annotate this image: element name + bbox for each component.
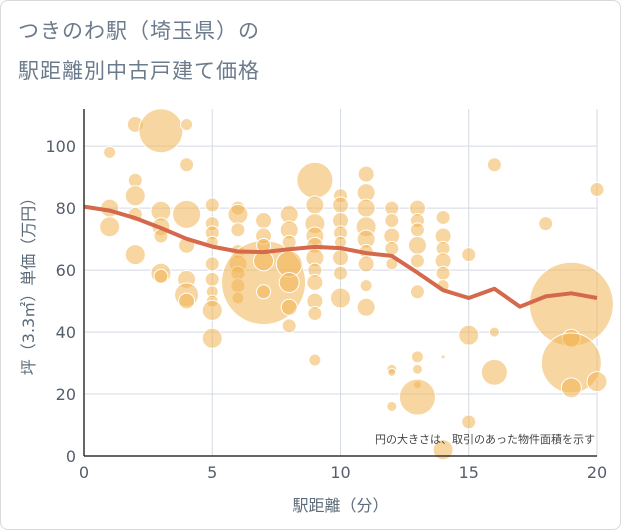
data-bubble [357,165,375,183]
data-bubble [486,157,502,173]
data-bubble [356,198,376,218]
data-bubble [280,298,298,316]
x-tick-label: 0 [79,463,89,482]
y-tick-label: 20 [56,385,76,404]
data-bubble [435,265,451,281]
y-tick-label: 100 [45,137,76,156]
data-bubble [384,240,400,256]
data-bubble [357,255,375,273]
data-bubble [356,297,376,317]
chart-title-line-2: 駅距離別中古戸建て価格 [18,59,260,83]
data-bubble [333,265,348,281]
data-bubble [458,324,480,346]
data-bubble [138,108,184,154]
bubble-layer [99,108,614,461]
data-bubble [386,400,398,412]
data-bubble [306,274,324,291]
data-bubble [398,378,436,416]
data-bubble [255,212,273,230]
data-bubble [407,235,427,255]
data-bubble [178,292,196,310]
y-tick-label: 0 [66,447,76,466]
y-tick-label: 80 [56,199,76,218]
data-bubble [308,353,322,367]
data-bubble [305,195,325,215]
data-bubble [230,222,246,238]
x-tick-label: 10 [330,463,350,482]
data-bubble [204,197,220,213]
data-bubble [387,367,397,377]
data-bubble [330,287,351,309]
data-bubble [538,216,554,232]
data-bubble [586,371,608,393]
x-axis-label: 駅距離（分） [292,496,388,515]
data-bubble [461,414,477,430]
data-bubble [296,161,334,199]
bubble-size-note: 円の大きさは、取引のあった物件面積を示す [375,432,595,446]
data-bubble [278,272,300,293]
data-bubble [179,157,195,173]
data-bubble [204,256,220,272]
axes: 0 20 40 60 80 100 0 5 10 15 20 [45,109,607,482]
data-bubble [461,247,477,263]
y-tick-label: 60 [56,261,76,280]
data-bubble [359,279,373,293]
x-tick-label: 15 [459,463,479,482]
data-bubble [127,172,143,188]
data-bubble [124,185,146,207]
data-bubble [204,271,220,287]
data-bubble [409,253,425,269]
data-bubble [410,350,424,364]
y-axis-label: 坪（3.3㎡）単価（万円） [19,190,38,375]
data-bubble [480,358,508,386]
data-bubble [201,299,223,321]
data-bubble [332,249,349,267]
data-bubble [409,284,425,300]
data-bubble [488,326,500,338]
data-bubble [256,284,272,300]
data-bubble [99,216,121,238]
data-bubble [411,363,423,375]
data-bubble [124,244,146,266]
data-bubble [560,377,582,399]
data-bubble [435,209,451,225]
data-bubble [180,117,194,131]
data-bubble [227,203,249,225]
x-tick-label: 20 [587,463,607,482]
data-bubble [172,199,202,229]
data-bubble [201,327,223,349]
y-tick-label: 40 [56,323,76,342]
chart-title-line-1: つきのわ駅（埼玉県）の [18,19,260,43]
data-bubble [409,222,425,238]
data-bubble [103,145,117,159]
x-tick-label: 5 [207,463,217,482]
data-bubble [281,318,297,334]
data-bubble [384,213,400,229]
data-bubble [332,196,349,214]
data-bubble [440,354,446,360]
data-bubble [153,268,169,284]
data-bubble [432,439,454,461]
data-bubble [307,305,323,321]
trend-line [83,204,598,309]
data-bubble [589,182,605,198]
